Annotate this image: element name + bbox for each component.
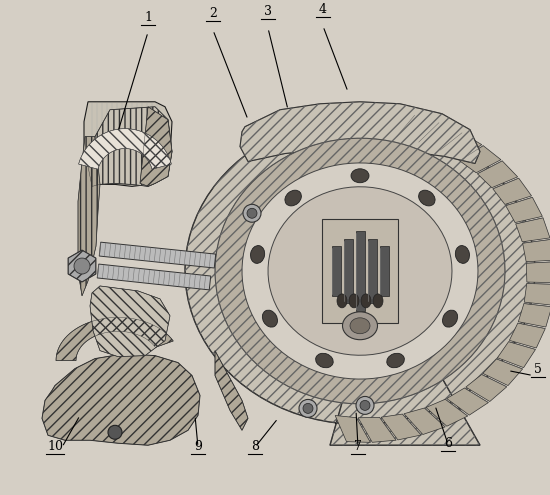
Polygon shape (440, 133, 482, 160)
Ellipse shape (316, 353, 333, 368)
Polygon shape (56, 317, 173, 360)
Ellipse shape (285, 190, 301, 206)
Polygon shape (522, 240, 550, 262)
Polygon shape (426, 399, 467, 426)
Circle shape (299, 399, 317, 417)
Text: 9: 9 (194, 440, 202, 453)
Polygon shape (404, 408, 445, 435)
Polygon shape (185, 127, 535, 445)
Text: 5: 5 (534, 362, 542, 376)
Polygon shape (88, 107, 172, 187)
Text: 6: 6 (444, 437, 452, 450)
Polygon shape (419, 123, 460, 149)
Polygon shape (358, 417, 396, 443)
Polygon shape (335, 415, 370, 443)
Polygon shape (84, 102, 172, 187)
Polygon shape (90, 286, 170, 356)
Text: 1: 1 (144, 11, 152, 24)
Polygon shape (483, 359, 522, 386)
Circle shape (247, 208, 257, 218)
Polygon shape (524, 284, 550, 305)
Ellipse shape (351, 169, 369, 183)
Ellipse shape (349, 294, 359, 308)
Polygon shape (381, 414, 421, 440)
Polygon shape (397, 115, 437, 142)
Polygon shape (526, 262, 550, 283)
Ellipse shape (262, 310, 278, 327)
Polygon shape (97, 264, 211, 290)
Ellipse shape (250, 246, 265, 263)
Polygon shape (79, 129, 172, 169)
Polygon shape (477, 161, 518, 188)
Text: 3: 3 (264, 5, 272, 18)
Polygon shape (68, 250, 96, 282)
Ellipse shape (419, 190, 435, 206)
Polygon shape (509, 323, 545, 348)
Polygon shape (497, 342, 536, 368)
Polygon shape (379, 246, 388, 296)
Polygon shape (240, 102, 480, 163)
Circle shape (303, 403, 313, 413)
Polygon shape (518, 303, 550, 327)
Text: 8: 8 (251, 440, 259, 453)
Polygon shape (460, 146, 501, 173)
Circle shape (356, 396, 374, 414)
Polygon shape (268, 187, 452, 355)
Circle shape (243, 204, 261, 222)
Circle shape (74, 258, 90, 274)
Polygon shape (140, 107, 172, 187)
Polygon shape (466, 374, 507, 401)
Polygon shape (242, 163, 478, 379)
Ellipse shape (443, 310, 458, 327)
Circle shape (108, 425, 122, 439)
Polygon shape (355, 231, 365, 311)
Text: 7: 7 (354, 440, 362, 453)
Ellipse shape (337, 294, 347, 308)
Ellipse shape (387, 353, 404, 368)
Polygon shape (215, 138, 505, 404)
Text: 2: 2 (209, 7, 217, 20)
Polygon shape (516, 218, 550, 242)
Polygon shape (332, 246, 340, 296)
Polygon shape (78, 137, 100, 296)
Text: 4: 4 (319, 3, 327, 16)
Polygon shape (493, 178, 531, 204)
Circle shape (360, 400, 370, 410)
Polygon shape (99, 242, 216, 268)
Polygon shape (42, 353, 200, 445)
Polygon shape (344, 239, 353, 303)
Polygon shape (367, 239, 377, 303)
Ellipse shape (361, 294, 371, 308)
Text: 10: 10 (47, 440, 63, 453)
Ellipse shape (455, 246, 470, 263)
Ellipse shape (343, 312, 377, 340)
Polygon shape (322, 219, 398, 323)
Polygon shape (447, 388, 488, 415)
Polygon shape (215, 350, 248, 430)
Ellipse shape (373, 294, 383, 308)
Polygon shape (505, 198, 542, 223)
Ellipse shape (350, 318, 370, 334)
